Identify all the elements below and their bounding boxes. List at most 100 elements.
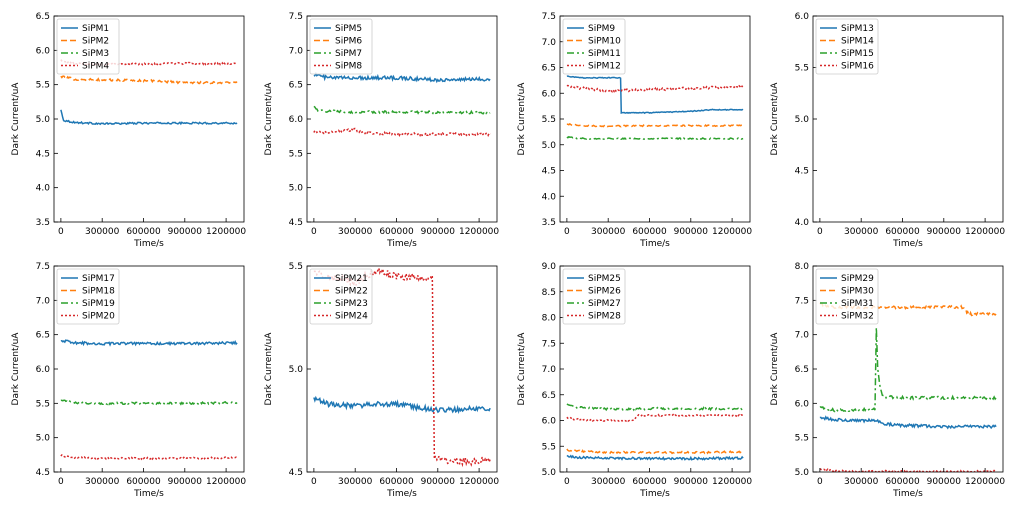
subplot-6: 0 300000 600000 900000 1200000 4.5 5.0 5.5 Time/…: [264, 262, 499, 499]
subplot-4: 0 300000 600000 900000 1200000 4.0 4.5 5.0 5.5 6.…: [770, 12, 1005, 249]
y-tick-label: 9.0: [542, 262, 557, 272]
legend-box: [309, 268, 373, 325]
x-tick-label: 300000: [591, 477, 626, 487]
legend-label: SiPM2: [82, 37, 109, 47]
y-tick-label: 5.0: [795, 468, 810, 478]
x-tick-label: 900000: [674, 227, 709, 237]
x-tick-label: 0: [564, 227, 570, 237]
x-tick-label: 0: [564, 477, 570, 487]
legend-box: [309, 18, 373, 75]
x-tick-label: 0: [58, 227, 64, 237]
y-tick-label: 5.5: [36, 399, 50, 409]
legend-label: SiPM12: [588, 62, 621, 72]
y-axis-label: Dark Current/uA: [264, 332, 274, 406]
legend: SiPM13 SiPM14 SiPM15 SiPM16: [815, 18, 879, 75]
y-tick-label: 7.0: [795, 331, 810, 341]
legend-label: SiPM31: [841, 299, 874, 309]
subplot-3: 0 300000 600000 900000 1200000 3.5 4.0 4.5 5.0 5.…: [517, 12, 752, 249]
x-tick-label: 300000: [85, 477, 120, 487]
x-tick-label: 1200000: [712, 477, 752, 487]
series-line-sipm7: [313, 105, 491, 115]
series-line-sipm20: [60, 454, 238, 461]
y-tick-label: 6.0: [795, 12, 810, 22]
x-axis-label: Time/s: [133, 489, 164, 499]
series-line-sipm1: [60, 109, 238, 126]
x-tick-label: 900000: [168, 227, 203, 237]
x-tick-label: 300000: [591, 227, 626, 237]
legend-label: SiPM14: [841, 37, 874, 47]
x-axis-label: Time/s: [892, 489, 923, 499]
y-tick-label: 4.5: [795, 167, 809, 177]
y-tick-label: 7.5: [542, 339, 556, 349]
x-tick-label: 1200000: [459, 227, 499, 237]
legend-label: SiPM4: [82, 62, 109, 72]
x-axis-label: Time/s: [386, 239, 417, 249]
y-tick-label: 6.0: [36, 365, 51, 375]
x-tick-label: 900000: [421, 477, 456, 487]
y-tick-label: 6.0: [289, 115, 304, 125]
legend-label: SiPM11: [588, 49, 621, 59]
y-tick-label: 7.5: [36, 262, 50, 272]
x-tick-label: 600000: [632, 477, 667, 487]
x-tick-label: 300000: [844, 227, 879, 237]
series-line-sipm12: [566, 84, 744, 93]
y-axis-label: Dark Current/uA: [517, 332, 527, 406]
series-line-sipm9: [566, 75, 744, 115]
y-tick-label: 7.0: [36, 296, 51, 306]
series-line-sipm2: [60, 75, 238, 85]
legend-label: SiPM19: [82, 299, 115, 309]
legend-label: SiPM25: [588, 274, 621, 284]
legend-label: SiPM20: [82, 312, 115, 322]
x-tick-label: 0: [817, 227, 823, 237]
y-tick-label: 7.0: [289, 46, 304, 56]
y-tick-label: 8.0: [542, 314, 557, 324]
x-tick-label: 300000: [338, 477, 373, 487]
legend-label: SiPM28: [588, 312, 621, 322]
y-tick-label: 5.5: [542, 442, 556, 452]
x-tick-label: 300000: [844, 477, 879, 487]
subplot-7: 0 300000 600000 900000 1200000 5.0 5.5 6.0 6.5 7.…: [517, 262, 752, 499]
y-tick-label: 5.5: [542, 115, 556, 125]
x-axis-label: Time/s: [639, 239, 670, 249]
legend-box: [815, 18, 879, 75]
x-tick-label: 1200000: [965, 477, 1005, 487]
subplot-5: 0 300000 600000 900000 1200000 4.5 5.0 5.5 6.0 6.…: [11, 262, 246, 499]
series-line-sipm31: [819, 327, 997, 413]
series-line-sipm28: [566, 413, 744, 423]
legend: SiPM5 SiPM6 SiPM7 SiPM8: [309, 18, 373, 75]
y-tick-label: 5.5: [289, 262, 303, 272]
y-tick-label: 7.0: [542, 365, 557, 375]
legend-label: SiPM30: [841, 287, 874, 297]
legend: SiPM21 SiPM22 SiPM23 SiPM24: [309, 268, 373, 325]
y-tick-label: 6.0: [542, 89, 557, 99]
y-tick-label: 3.5: [36, 218, 50, 228]
series-line-sipm4: [60, 59, 238, 67]
x-tick-label: 600000: [126, 477, 161, 487]
y-axis-label: Dark Current/uA: [517, 82, 527, 156]
y-tick-label: 7.5: [795, 296, 809, 306]
x-axis-label: Time/s: [386, 489, 417, 499]
legend-label: SiPM13: [841, 24, 874, 34]
legend-label: SiPM15: [841, 49, 874, 59]
y-tick-label: 3.5: [542, 218, 556, 228]
y-tick-label: 8.0: [795, 262, 810, 272]
legend-box: [56, 18, 120, 75]
y-axis-label: Dark Current/uA: [264, 82, 274, 156]
x-tick-label: 0: [311, 227, 317, 237]
y-tick-label: 4.0: [36, 184, 51, 194]
y-tick-label: 6.5: [542, 391, 556, 401]
x-tick-label: 300000: [338, 227, 373, 237]
legend-label: SiPM27: [588, 299, 621, 309]
y-tick-label: 5.0: [542, 141, 557, 151]
subplot-2: 0 300000 600000 900000 1200000 4.5 5.0 5.5 6.0 6.…: [264, 12, 499, 249]
y-tick-label: 4.0: [795, 218, 810, 228]
y-tick-label: 6.0: [36, 46, 51, 56]
y-tick-label: 4.5: [36, 149, 50, 159]
y-tick-label: 4.5: [289, 218, 303, 228]
y-tick-label: 5.5: [36, 81, 50, 91]
series-line-sipm17: [60, 339, 238, 347]
legend-label: SiPM17: [82, 274, 115, 284]
y-tick-label: 4.5: [542, 167, 556, 177]
y-tick-label: 5.0: [289, 365, 304, 375]
